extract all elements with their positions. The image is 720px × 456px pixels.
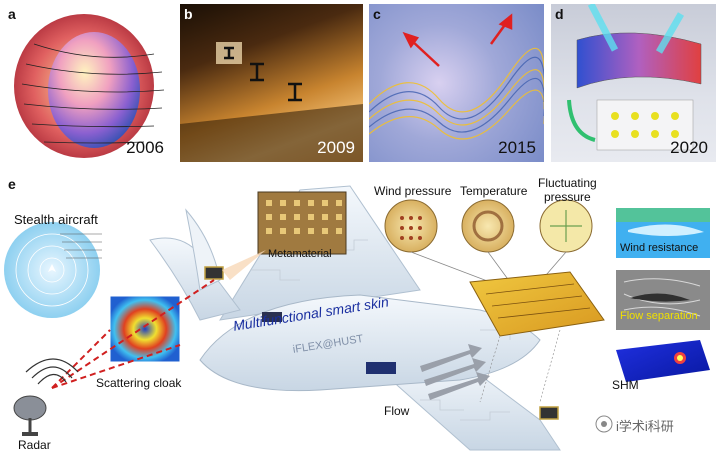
panel-d: d 2020	[551, 4, 716, 162]
stealth-aircraft-label: Stealth aircraft	[14, 212, 98, 227]
panel-label: a	[8, 6, 16, 22]
panel-label: c	[373, 6, 381, 22]
wind-resistance-label: Wind resistance	[620, 242, 699, 254]
smart-skin-aircraft-illustration	[4, 185, 710, 451]
cloak-sphere-illustration	[14, 14, 165, 158]
fluctuating-label-2: pressure	[544, 190, 591, 204]
metasurface-illustration	[180, 42, 363, 162]
year-label: 2006	[126, 138, 164, 157]
year-label: 2009	[317, 138, 355, 157]
radar-label: Radar	[18, 438, 51, 452]
wavy-surface-illustration	[369, 13, 544, 140]
panel-label: e	[8, 176, 16, 192]
shm-label: SHM	[612, 378, 639, 392]
metamaterial-label: Metamaterial	[268, 248, 332, 260]
year-label: 2015	[498, 138, 536, 157]
panel-c: c 2015	[369, 4, 544, 162]
flow-label: Flow	[384, 404, 410, 418]
wind-pressure-label: Wind pressure	[374, 184, 452, 198]
panel-label: b	[184, 6, 193, 22]
temperature-label: Temperature	[460, 184, 528, 198]
flow-separation-label: Flow separation	[620, 310, 698, 322]
panel-a: a 2006	[4, 4, 172, 162]
scattering-cloak-label: Scattering cloak	[96, 376, 182, 390]
panel-label: d	[555, 6, 564, 22]
year-label: 2020	[670, 138, 708, 157]
fluctuating-label-1: Fluctuating	[538, 176, 597, 190]
panel-e: e	[0, 170, 720, 456]
conformal-skin-illustration	[567, 4, 702, 151]
watermark-text: i学术i科研	[616, 419, 674, 434]
panel-b: b 2009	[180, 4, 363, 162]
